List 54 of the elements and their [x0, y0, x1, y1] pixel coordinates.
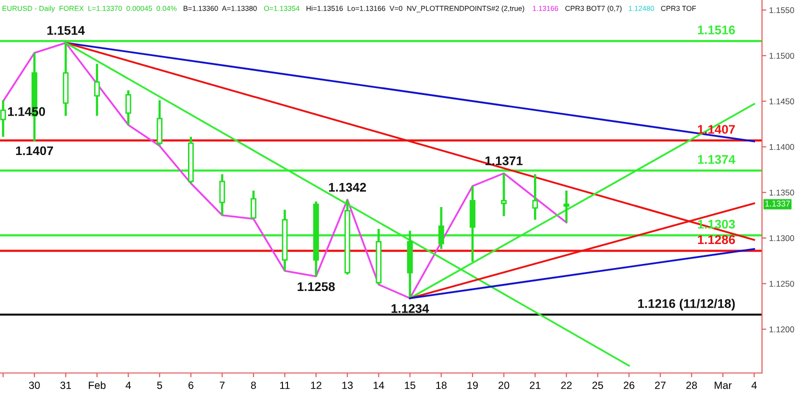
x-tick-label: 19 — [468, 382, 478, 389]
y-tick-label: 1.1350 — [770, 190, 794, 196]
ref-line-label: 1.1516 — [698, 26, 735, 34]
x-tick-label: 28 — [686, 382, 697, 389]
candlestick — [532, 173, 538, 221]
data-label: 1.1342 — [329, 182, 366, 192]
x-tick-label: 15 — [404, 382, 416, 389]
y-tick-label: 1.1250 — [770, 280, 794, 287]
x-tick-label: 21 — [530, 382, 540, 389]
y-tick-label: 1.1400 — [770, 144, 794, 150]
candlestick — [564, 189, 570, 224]
x-tick-label: 22 — [561, 382, 572, 389]
x-tick-label: 5 — [157, 382, 162, 389]
y-tick-label: 1.1500 — [770, 52, 794, 59]
x-tick-label: 31 — [60, 382, 71, 389]
annotation: 1.1337 — [765, 200, 790, 207]
y-tick-label: 1.1200 — [770, 326, 794, 332]
line-series — [2, 42, 568, 300]
x-tick-label: Mar — [714, 382, 732, 389]
ref-line-label: 1.1216 (11/12/18) — [638, 298, 735, 310]
x-tick-label: 13 — [342, 382, 353, 389]
x-tick-label: 30 — [29, 382, 40, 389]
candlestick — [94, 62, 100, 117]
x-tick-label: 14 — [374, 382, 384, 389]
x-tick-label: 8 — [251, 382, 256, 389]
ref-line-label: 1.1286 — [698, 235, 735, 244]
x-tick-label: 4 — [752, 382, 757, 389]
candlestick — [438, 206, 444, 250]
x-tick-label: 27 — [655, 382, 666, 389]
x-tick-label: 4 — [126, 382, 131, 389]
data-label: 1.1371 — [486, 156, 523, 166]
x-tick-label: 11 — [280, 382, 290, 389]
x-tick-label: Feb — [88, 381, 106, 389]
x-tick-label: 12 — [311, 382, 322, 389]
x-tick-label: 20 — [498, 382, 510, 389]
y-tick-label: 1.1300 — [770, 235, 794, 242]
candlestick — [500, 172, 507, 218]
data-label: 1.1234 — [392, 304, 429, 313]
y-tick-label: 1.1450 — [770, 98, 794, 104]
x-tick-label: 7 — [220, 382, 225, 389]
data-label: 1.1514 — [47, 26, 85, 35]
data-label: 1.1258 — [298, 282, 335, 292]
x-tick-label: 6 — [188, 382, 194, 389]
ref-line-label: 1.1374 — [698, 155, 736, 164]
candlestick — [125, 89, 132, 126]
candlestick — [250, 189, 256, 220]
x-tick-label: 26 — [624, 382, 634, 389]
x-tick-label: 18 — [436, 382, 447, 389]
x-tick-label: 25 — [592, 382, 604, 389]
candlestick — [219, 173, 226, 216]
ref-line-label: 1.1303 — [698, 220, 735, 229]
candlestick — [0, 99, 6, 138]
annotation: 1.1407 — [16, 146, 53, 156]
y-tick-label: 1.1550 — [770, 7, 794, 14]
